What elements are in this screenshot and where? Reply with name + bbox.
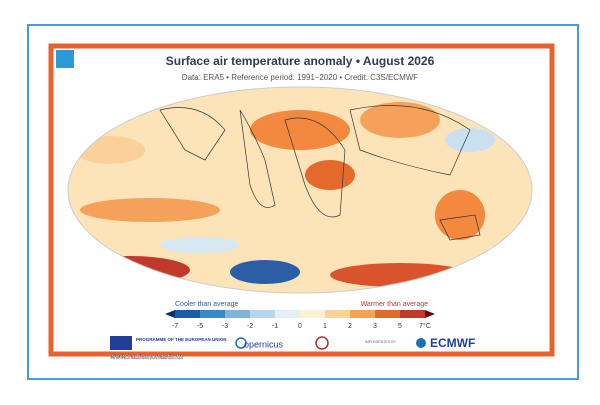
anomaly-patch (160, 237, 240, 253)
colorbar-segment (375, 310, 400, 318)
colorbar-segment (325, 310, 350, 318)
colorbar-tick-label: 3 (373, 323, 377, 330)
watermark: www.radiomonastir.tn (109, 354, 183, 361)
copernicus-label: opernicus (244, 339, 284, 349)
colorbar-tick-label: -2 (247, 323, 253, 330)
colorbar-end (165, 310, 175, 318)
colorbar-segment (200, 310, 225, 318)
eu-label: PROGRAMME OF THE EUROPEAN UNION (136, 337, 227, 342)
station-logo (56, 50, 74, 68)
copernicus-logo (235, 337, 247, 349)
colorbar-tick-label: -1 (272, 323, 278, 330)
colorbar-segment (225, 310, 250, 318)
colorbar-end (425, 310, 435, 318)
ecmwf-label: ECMWF (430, 336, 475, 350)
anomaly-patch (305, 160, 355, 190)
ecmwf-logo (416, 338, 426, 348)
colorbar-segment (400, 310, 425, 318)
colorbar-segment (350, 310, 375, 318)
colorbar-segment (175, 310, 200, 318)
map-outline (67, 86, 533, 294)
colorbar-tick-label: -3 (222, 323, 228, 330)
colorbar-tick-label: 2 (348, 323, 352, 330)
coastlines (159, 105, 481, 241)
colorbar-tick-label: 5 (398, 323, 402, 330)
colorbar-tick-label: 7°C (419, 322, 431, 330)
map (67, 86, 533, 294)
colorbar-tick-label: 1 (323, 323, 327, 330)
footer: PROGRAMME OF THE EUROPEAN UNION opernicu… (109, 336, 475, 361)
anomaly-patch (230, 260, 300, 284)
anomaly-patch (80, 198, 220, 222)
colorbar-segment (250, 310, 275, 318)
implemented-label: IMPLEMENTED BY (365, 340, 397, 344)
subtitle: Data: ERA5 • Reference period: 1991–2020… (182, 73, 418, 82)
colorbar-tick-label: -5 (197, 323, 203, 330)
cooler-label: Cooler than average (175, 301, 239, 308)
colorbar-ticks: -7 -5 -3 -2 -1 0 1 2 3 5 7°C (172, 322, 431, 330)
colorbar-segment (300, 310, 325, 318)
colorbar-tick-label: -7 (172, 323, 178, 330)
title: Surface air temperature anomaly • August… (166, 54, 435, 68)
climate-logo (315, 336, 329, 350)
anomaly-patch (445, 128, 495, 152)
eu-flag (110, 336, 132, 350)
colorbar: Cooler than average Warmer than average (165, 301, 435, 318)
colorbar-segment (275, 310, 300, 318)
warmer-label: Warmer than average (361, 301, 429, 308)
anomaly-patch (435, 190, 485, 240)
colorbar-tick-label: 0 (298, 323, 302, 330)
anomaly-patch (360, 102, 440, 138)
anomaly-patch (250, 110, 350, 150)
